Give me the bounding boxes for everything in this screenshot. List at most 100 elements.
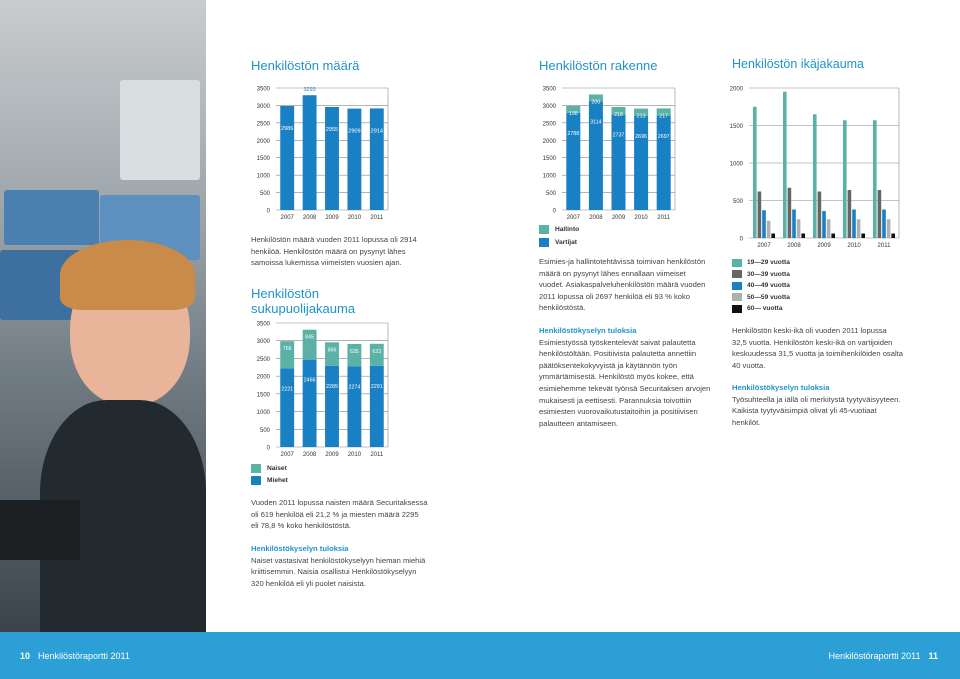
y-tick-label: 3000 — [257, 339, 271, 345]
bar — [753, 106, 757, 238]
x-tick-label: 2007 — [757, 243, 771, 249]
bar — [369, 108, 384, 210]
data-label: 200 — [591, 99, 600, 105]
text-line: henkilöstöltään. Positiivista palautetta… — [539, 349, 697, 359]
bar-segment — [302, 359, 317, 447]
y-tick-label: 3500 — [257, 87, 271, 93]
bar-segment — [369, 343, 384, 366]
legend-rakenne: Hallinto Vartijat — [539, 223, 579, 249]
y-tick-label: 1500 — [257, 392, 271, 398]
chart-title-rakenne: Henkilöstön rakenne — [539, 58, 658, 73]
text-line: 40 vuotta. — [732, 360, 766, 370]
text-line: esimiesten vuorovaikutustaitoihin ja pos… — [539, 407, 698, 417]
text-line: Vuoden 2011 lopussa naisten määrä Securi… — [251, 498, 428, 507]
x-tick-label: 2011 — [878, 243, 892, 249]
bar-segment — [325, 365, 339, 447]
x-tick-label: 2008 — [787, 243, 801, 249]
legend-swatch-age4 — [732, 293, 742, 302]
text-line: eli 78,8 % koko henkilöstöstä. — [251, 521, 352, 531]
data-label: 2221 — [281, 386, 293, 392]
data-label: 2697 — [658, 134, 670, 140]
data-label: 635 — [350, 349, 359, 355]
chart-maara: 0 500 1000 1500 2000 2500 3000 3500 2986 2007 3293… — [240, 80, 400, 221]
y-tick-label: 1500 — [543, 156, 557, 162]
x-tick-label: 2011 — [657, 215, 671, 221]
bar — [856, 219, 861, 238]
bar — [813, 114, 817, 238]
x-tick-label: 2011 — [370, 452, 384, 458]
survey-heading: Henkilöstökyselyn tuloksia — [539, 326, 637, 335]
bar-segment — [611, 114, 626, 210]
text-line: keskuudessa 31,5 vuotta ja toimihenkilöi… — [732, 349, 903, 359]
chart-title-ika: Henkilöstön ikäjakauma — [732, 57, 865, 71]
x-tick-label: 2010 — [847, 243, 861, 249]
text-rakenne-desc: Esimies-ja hallintotehtävissä toimivan h… — [539, 256, 705, 314]
data-label: 2696 — [635, 134, 647, 140]
data-label: 2914 — [371, 128, 383, 134]
bar — [877, 190, 882, 238]
y-tick-label: 1000 — [257, 174, 271, 180]
text-line: 2011 lopussa oli 2697 henkilöä eli 93 % … — [539, 291, 690, 301]
text-rakenne-survey: Henkilöstökyselyn tuloksia Esimiestyössä… — [539, 325, 710, 429]
data-label: 3114 — [590, 119, 601, 125]
text-line: päätöksentekokyvyistä ja käytännön työn — [539, 360, 678, 370]
x-tick-label: 2008 — [303, 215, 317, 221]
legend-label: Naiset — [267, 464, 287, 472]
monitor-shape — [120, 80, 200, 180]
y-tick-label: 0 — [267, 209, 271, 215]
legend-swatch-hallinto — [539, 225, 549, 234]
y-tick-label: 2500 — [543, 121, 557, 127]
data-label: 217 — [659, 113, 668, 119]
text-line: henkilöä. Henkilöstön määrä on pysynyt l… — [251, 246, 406, 256]
bar — [325, 106, 339, 210]
y-tick-label: 500 — [546, 191, 557, 197]
data-label: 3293 — [303, 87, 315, 93]
bar — [873, 120, 877, 238]
bar-segment — [611, 106, 626, 115]
legend-ika: 19—29 vuotta 30—39 vuotta 40—49 vuotta 5… — [732, 257, 790, 315]
data-label: 213 — [637, 114, 646, 120]
text-suku-survey: Henkilöstökyselyn tuloksia Naiset vastas… — [251, 543, 425, 589]
text-line: mukaisesti ja eettisesti. Parannuksia to… — [539, 395, 692, 405]
bar — [766, 220, 771, 238]
x-tick-label: 2007 — [281, 215, 295, 221]
bar — [762, 210, 766, 238]
x-tick-label: 2008 — [303, 452, 317, 458]
footer-title-right: Henkilöstöraportti 2011 — [828, 651, 921, 661]
x-tick-label: 2008 — [589, 215, 603, 221]
text-line: vuodet. Asiakaspalveluhenkilöstön määrä … — [539, 280, 706, 290]
legend-label: Miehet — [267, 476, 288, 484]
chart-sukupuoli: 0 500 1000 1500 2000 2500 3000 3500 2221 766 2007 2… — [240, 316, 400, 458]
legend-label: Hallinto — [555, 226, 580, 233]
x-tick-label: 2010 — [348, 215, 362, 221]
bar — [831, 233, 835, 238]
data-label: 623 — [372, 349, 381, 355]
y-tick-label: 2000 — [257, 375, 271, 381]
bar — [783, 91, 787, 238]
bar — [796, 219, 801, 238]
bar — [852, 209, 856, 238]
text-line: esimiehemme tekevät työnsä Securitaksen … — [539, 383, 711, 393]
text-line: henkilöt. — [732, 417, 761, 427]
text-line: Henkilöstön keski-ikä oli vuoden 2011 lo… — [732, 326, 887, 335]
y-tick-label: 500 — [260, 428, 271, 434]
data-label: 2274 — [349, 384, 361, 390]
legend-label: 50—59 vuotta — [747, 293, 790, 301]
page-footer: 10 Henkilöstöraportti 2011 Henkilöstörapo… — [0, 632, 960, 679]
page-number-right: 11 — [928, 651, 938, 661]
operator-photo — [0, 0, 206, 632]
data-label: 2955 — [326, 127, 338, 133]
legend-swatch-age1 — [732, 258, 742, 267]
bar — [847, 190, 852, 238]
text-line: kriittisemmin. Naisia osallistui Henkilö… — [251, 567, 417, 577]
bar — [886, 219, 891, 238]
keyboard-shape — [0, 500, 80, 560]
text-ika-survey: Henkilöstökyselyn tuloksia Työsuhteella … — [732, 382, 900, 428]
x-tick-label: 2009 — [325, 452, 339, 458]
bar — [771, 233, 775, 238]
bar — [891, 233, 895, 238]
monitor-shape — [4, 190, 99, 245]
data-label: 198 — [569, 111, 578, 117]
legend-swatch-age2 — [732, 270, 742, 279]
text-line: Esimies-ja hallintotehtävissä toimivan h… — [539, 257, 706, 266]
